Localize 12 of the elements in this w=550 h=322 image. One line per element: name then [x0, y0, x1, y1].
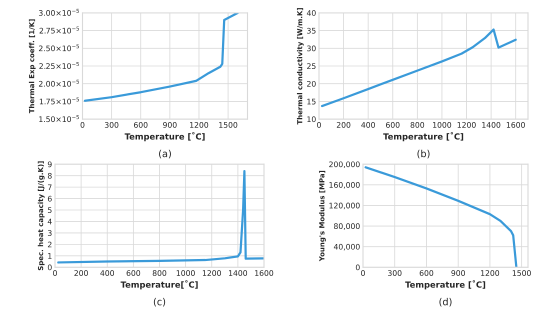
line-series — [320, 28, 517, 108]
text: (a) — [159, 150, 171, 158]
x-axis-title: Temperature [˚C] — [405, 280, 486, 290]
x-axis-title: Temperature[˚C] — [120, 280, 198, 290]
line-series — [364, 166, 518, 268]
text: (b) — [417, 150, 430, 158]
text: (c) — [154, 298, 166, 307]
x-axis-title: Temperature [˚C] — [124, 132, 205, 142]
line-series — [57, 170, 264, 264]
text: (d) — [439, 298, 452, 307]
x-axis-title: Temperature [˚C] — [383, 132, 464, 142]
line-series — [84, 12, 239, 102]
